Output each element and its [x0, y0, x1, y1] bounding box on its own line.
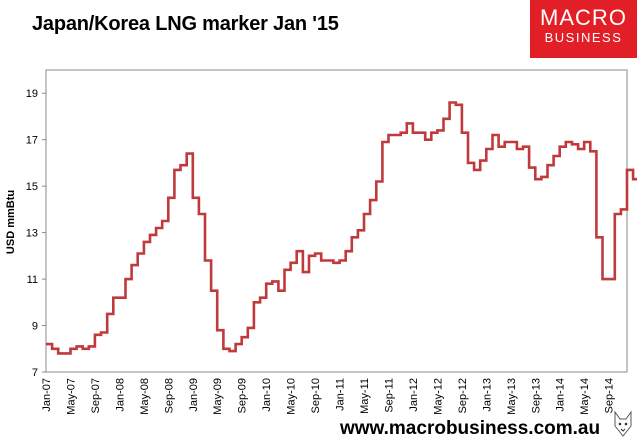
x-tick-label: Jan-09 [188, 378, 200, 412]
x-tick-label: Sep-13 [530, 378, 542, 413]
x-tick-label: Jan-11 [335, 378, 347, 411]
x-tick-label: May-12 [432, 378, 444, 415]
footer-url: www.macrobusiness.com.au [340, 418, 601, 439]
macrobusiness-logo: MACRO BUSINESS [530, 0, 637, 58]
x-tick-label: Sep-12 [457, 378, 469, 413]
x-tick-label: Jan-07 [41, 378, 53, 412]
y-tick-label: 15 [26, 181, 38, 193]
x-tick-label: Sep-10 [310, 378, 322, 413]
y-tick-label: 11 [27, 274, 38, 286]
x-tick-label: Sep-14 [604, 378, 616, 413]
x-tick-label: Jan-13 [481, 378, 493, 412]
x-tick-label: May-07 [65, 378, 77, 415]
x-tick-label: Jan-14 [555, 378, 567, 412]
x-tick-label: May-08 [139, 378, 151, 415]
x-tick-label: Sep-09 [237, 378, 249, 413]
chart-title: Japan/Korea LNG marker Jan '15 [32, 13, 339, 35]
x-tick-label: Sep-07 [90, 378, 102, 413]
x-tick-label: May-09 [212, 378, 224, 415]
y-tick-label: 17 [26, 135, 38, 147]
x-tick-label: May-11 [359, 378, 371, 414]
x-tick-label: Sep-11 [383, 378, 395, 413]
wolf-mascot-icon [614, 410, 632, 437]
logo-line-2: BUSINESS [544, 30, 623, 45]
x-tick-label: May-13 [506, 378, 518, 415]
x-tick-label: Jan-10 [261, 378, 273, 412]
x-tick-label: Jan-08 [114, 378, 126, 412]
logo-line-1: MACRO [540, 5, 627, 30]
x-tick-label: May-14 [579, 378, 591, 415]
series-line-lng-price [46, 101, 637, 355]
plot-area-border [45, 69, 628, 373]
y-tick-label: 9 [32, 321, 38, 333]
x-tick-label: Jan-12 [408, 378, 420, 412]
y-tick-label: 7 [32, 367, 38, 379]
y-axis-label: USD mmBtu [5, 190, 17, 254]
x-tick-label: May-10 [286, 378, 298, 415]
x-tick-label: Sep-08 [163, 378, 175, 413]
y-tick-label: 19 [26, 88, 38, 100]
y-tick-label: 13 [26, 228, 38, 240]
